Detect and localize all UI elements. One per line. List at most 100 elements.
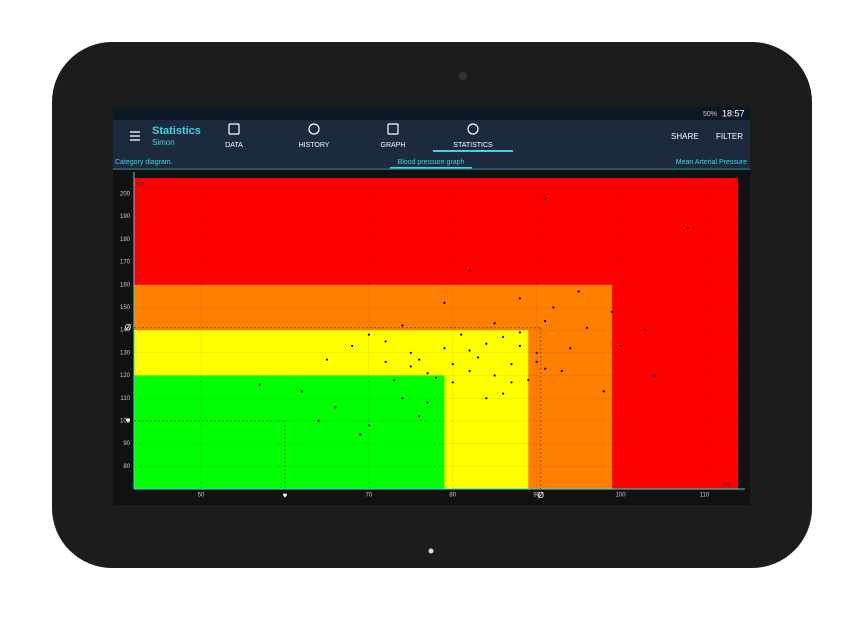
point: [401, 324, 404, 327]
point: [367, 333, 370, 336]
point: [543, 319, 547, 323]
x-tick-label: 90: [533, 493, 540, 499]
y-tick-label: 180: [120, 237, 131, 243]
action[interactable]: FILTER: [716, 132, 743, 141]
point: [535, 351, 538, 354]
x-tick-label: 70: [366, 493, 373, 499]
point: [686, 226, 689, 230]
y-tick-label: 130: [120, 350, 131, 356]
x-tick-label: 50: [198, 493, 205, 499]
tab-icon[interactable]: [467, 123, 479, 135]
point: [518, 331, 521, 334]
y-axis-label: Sys.: [136, 181, 146, 187]
tab-icon[interactable]: [228, 123, 240, 135]
point: [502, 335, 505, 339]
point: [258, 383, 261, 386]
point: [317, 419, 320, 422]
point: [518, 297, 521, 300]
title: Statistics: [152, 125, 201, 137]
y-tick-label: 140: [120, 328, 131, 334]
point: [359, 433, 362, 436]
x-axis-label: Dia.: [723, 482, 732, 488]
home-light: [428, 548, 434, 554]
point: [325, 358, 329, 361]
sub-tab[interactable]: Category diagram.: [115, 159, 173, 166]
tab[interactable]: STATISTICS: [453, 142, 493, 149]
sub-tab[interactable]: Mean Arterial Pressure: [676, 159, 747, 166]
x-tick-label: 80: [449, 493, 456, 499]
point: [535, 360, 538, 363]
point: [619, 344, 622, 348]
point: [460, 333, 463, 336]
point: [334, 406, 337, 409]
marker-label: Ø: [125, 323, 131, 332]
subtitle: Simon: [152, 138, 175, 147]
point: [443, 347, 446, 350]
point: [552, 306, 555, 309]
battery: 50%: [703, 111, 717, 118]
marker-label: ♥: [126, 416, 131, 425]
tab-icon[interactable]: [308, 123, 320, 135]
point: [527, 378, 530, 382]
x-tick-label: 100: [616, 493, 627, 499]
point: [560, 369, 563, 373]
y-tick-label: 170: [120, 260, 131, 266]
point: [493, 374, 496, 377]
tab[interactable]: DATA: [225, 142, 243, 149]
point: [426, 401, 429, 404]
point: [569, 347, 572, 350]
point: [367, 424, 370, 427]
point: [653, 374, 656, 377]
x-tick-label: 110: [700, 493, 710, 499]
tab[interactable]: HISTORY: [299, 142, 330, 149]
point: [392, 378, 396, 382]
point: [401, 397, 404, 400]
y-tick-label: 160: [120, 282, 131, 288]
point: [543, 367, 547, 370]
toolbar: [113, 120, 750, 152]
marker-label: Ø: [538, 491, 544, 500]
point: [409, 365, 412, 368]
clock: 18:57: [722, 108, 745, 118]
point: [451, 381, 454, 384]
point: [351, 344, 354, 348]
y-tick-label: 200: [120, 191, 131, 197]
camera: [459, 72, 467, 80]
point: [493, 322, 496, 325]
tab-icon[interactable]: [387, 123, 399, 135]
point: [585, 326, 589, 329]
marker-label: ♥: [283, 491, 288, 500]
sub-tab[interactable]: Blood pressure graph: [398, 159, 465, 166]
point: [476, 356, 480, 359]
y-tick-label: 110: [120, 396, 130, 402]
point: [443, 301, 446, 304]
point: [418, 358, 421, 361]
y-tick-label: 190: [120, 214, 131, 220]
action[interactable]: SHARE: [671, 132, 699, 141]
point: [510, 381, 513, 384]
point: [451, 363, 454, 366]
y-tick-label: 100: [120, 418, 131, 424]
point: [384, 360, 387, 363]
point: [611, 310, 614, 314]
point: [644, 328, 647, 332]
point: [384, 340, 387, 343]
point: [518, 344, 521, 348]
point: [485, 342, 488, 345]
point: [434, 376, 438, 379]
point: [418, 415, 421, 418]
point: [468, 369, 471, 373]
point: [300, 390, 303, 393]
y-tick-label: 120: [120, 373, 131, 379]
point: [426, 372, 429, 375]
sub-tab-indicator: [390, 167, 472, 169]
tab[interactable]: GRAPH: [381, 142, 406, 149]
point: [485, 397, 488, 400]
menu-icon[interactable]: [130, 131, 140, 141]
point: [468, 269, 471, 273]
point: [502, 392, 505, 395]
sub-tab-bar: [113, 152, 750, 170]
y-tick-label: 150: [120, 305, 131, 311]
zone: [134, 375, 445, 489]
